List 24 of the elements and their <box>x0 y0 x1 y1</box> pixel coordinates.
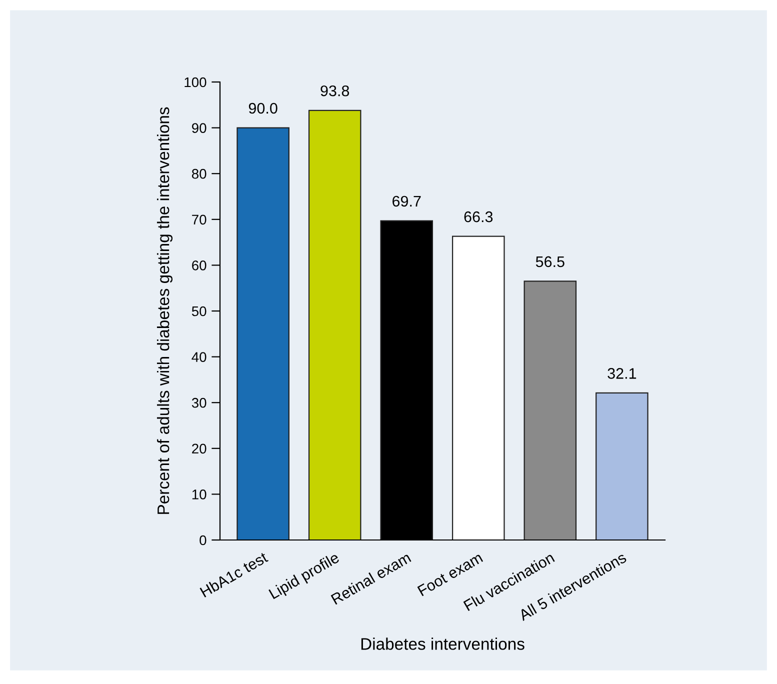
data-label: 69.7 <box>392 196 421 207</box>
y-tick-label: 90 <box>192 123 206 133</box>
bar <box>308 110 362 540</box>
y-tick-label: 70 <box>192 214 206 225</box>
y-tick-label: 20 <box>192 444 206 454</box>
data-label: 56.5 <box>536 256 564 268</box>
data-label: 93.8 <box>320 85 350 96</box>
data-label: 32.1 <box>608 368 636 379</box>
y-axis-title: Percent of adults with diabetes getting the interventions <box>156 107 173 514</box>
x-axis-title: Diabetes interventions <box>361 638 524 650</box>
bar <box>236 127 290 540</box>
y-tick-label: 50 <box>192 306 206 316</box>
bar <box>452 236 505 540</box>
y-tick-label: 40 <box>192 352 206 362</box>
y-tick-label: 100 <box>184 77 206 88</box>
y-tick-label: 80 <box>192 168 206 179</box>
y-tick-label: 0 <box>200 535 206 546</box>
bar <box>596 392 648 540</box>
bar <box>524 280 577 540</box>
data-label: 90.0 <box>248 102 278 114</box>
y-tick-label: 10 <box>192 490 206 500</box>
data-label: 66.3 <box>464 211 493 222</box>
y-tick-label: 60 <box>192 260 206 270</box>
y-tick-label: 30 <box>192 398 206 408</box>
